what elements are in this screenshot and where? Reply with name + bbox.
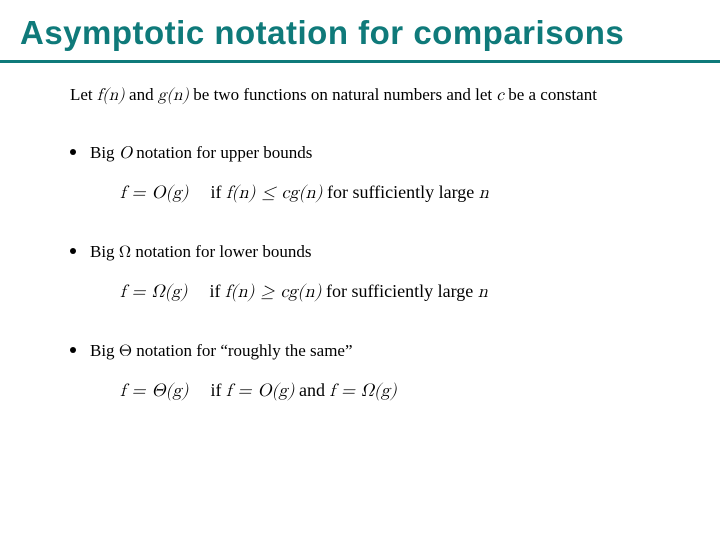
item-label: Big O notation for upper bounds: [90, 141, 312, 166]
item-label: Big Θ notation for “roughly the same”: [90, 339, 353, 364]
slide-title: Asymptotic notation for comparisons: [0, 0, 720, 60]
intro-f: f(n): [97, 87, 125, 104]
formula-n: n: [479, 184, 489, 202]
formula-cond: f(n) ≤ cg(n): [226, 184, 322, 202]
formula-lhs: f = Ω(g): [120, 283, 187, 301]
formula-cond: f = O(g): [226, 382, 294, 400]
formula-if: if: [210, 380, 226, 400]
list-item: Big Θ notation for “roughly the same”: [70, 339, 650, 364]
label-post: notation for lower bounds: [131, 242, 311, 261]
intro-mid1: and: [125, 85, 158, 104]
bullet-icon: [70, 149, 76, 155]
formula-lhs: f = O(g): [120, 184, 188, 202]
formula-if: if: [209, 281, 225, 301]
label-pre: Big: [90, 242, 119, 261]
formula-tail: for sufficiently large: [322, 182, 478, 202]
list-item: Big O notation for upper bounds: [70, 141, 650, 166]
formula-tail: for sufficiently large: [321, 281, 477, 301]
formula-cond2: f = Ω(g): [329, 382, 396, 400]
intro-c: c: [496, 87, 504, 104]
formula-n: n: [478, 283, 488, 301]
label-post: notation for “roughly the same”: [132, 341, 352, 360]
label-sym: Ω: [119, 244, 131, 261]
item-formula: f = Ω(g) if f(n) ≥ cg(n) for sufficiently…: [70, 279, 650, 305]
formula-and: and: [294, 380, 329, 400]
intro-post: be a constant: [504, 85, 597, 104]
label-post: notation for upper bounds: [132, 143, 312, 162]
label-pre: Big: [90, 341, 119, 360]
slide: Asymptotic notation for comparisons Let …: [0, 0, 720, 540]
intro-text: Let f(n) and g(n) be two functions on na…: [70, 81, 650, 109]
label-sym: O: [119, 145, 132, 162]
formula-lhs: f = Θ(g): [120, 382, 188, 400]
item-label: Big Ω notation for lower bounds: [90, 240, 311, 265]
slide-content: Let f(n) and g(n) be two functions on na…: [0, 81, 720, 404]
formula-cond: f(n) ≥ cg(n): [225, 283, 321, 301]
item-formula: f = O(g) if f(n) ≤ cg(n) for sufficiently…: [70, 180, 650, 206]
item-formula: f = Θ(g) if f = O(g) and f = Ω(g): [70, 378, 650, 404]
intro-pre: Let: [70, 85, 97, 104]
label-sym: Θ: [119, 343, 132, 360]
title-underline: [0, 60, 720, 63]
intro-mid2: be two functions on natural numbers and …: [189, 85, 496, 104]
bullet-icon: [70, 248, 76, 254]
bullet-icon: [70, 347, 76, 353]
list-item: Big Ω notation for lower bounds: [70, 240, 650, 265]
formula-if: if: [210, 182, 226, 202]
intro-g: g(n): [158, 87, 189, 104]
label-pre: Big: [90, 143, 119, 162]
